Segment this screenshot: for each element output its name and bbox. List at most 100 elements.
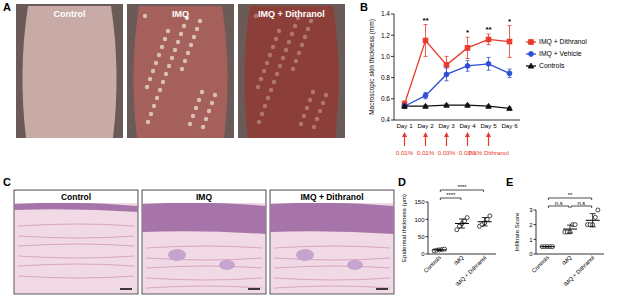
histology-fiber [18, 256, 134, 258]
photo-scale [277, 29, 281, 33]
x-tick-label: Day 1 [396, 122, 413, 129]
histology-fiber [274, 246, 390, 248]
data-point [444, 63, 449, 68]
histology-label-bg [15, 191, 137, 203]
y-tick [391, 98, 394, 99]
photo-scale [305, 106, 309, 110]
photo-scale [146, 120, 150, 124]
photo-scale [154, 61, 158, 65]
comparison-label: ** [568, 192, 573, 198]
photo-scale [274, 37, 278, 41]
figure: ABCDEControlIMQIMQ + DithranolControlIMQ… [0, 0, 617, 297]
data-point [573, 223, 577, 227]
data-point [596, 208, 600, 212]
photo-scale [275, 72, 279, 76]
photo-scale [186, 51, 190, 55]
photo-label: IMQ [172, 9, 189, 19]
error-bar [567, 225, 573, 233]
histology-fiber [146, 266, 262, 268]
photo-scale [167, 64, 171, 68]
histology-bg [142, 190, 266, 294]
panel-label: E [506, 176, 513, 188]
photo-scale [271, 45, 275, 49]
y-tick-label: 1.4 [381, 10, 390, 17]
x-axis [394, 120, 520, 121]
photo-scale [197, 98, 201, 102]
photo-scale [145, 85, 149, 89]
photo-label: Control [54, 9, 86, 19]
scale-bar [248, 288, 260, 290]
data-point [423, 103, 428, 108]
histology-label: IMQ [196, 192, 212, 202]
error-bar [459, 219, 465, 228]
y-tick [426, 254, 429, 255]
photo-scale [143, 14, 147, 18]
panel-label: A [3, 1, 11, 13]
data-point [465, 102, 470, 107]
comparison-bracket [571, 206, 592, 208]
photo-scale [260, 112, 264, 116]
photo-scale [311, 90, 315, 94]
x-tick-label: Day 5 [480, 122, 497, 129]
data-point [488, 214, 492, 218]
photo-scale [155, 96, 159, 100]
photo-scale [148, 77, 152, 81]
legend-label: IMQ + Vehicle [539, 50, 582, 58]
x-tick-label: Day 4 [459, 122, 476, 129]
error-bar [466, 61, 470, 72]
error-bar [466, 37, 470, 58]
photo-scale [170, 56, 174, 60]
photo-scale [256, 85, 260, 89]
photo-scale [195, 27, 199, 31]
y-tick [391, 77, 394, 78]
photo-scale [278, 64, 282, 68]
data-point [507, 71, 512, 76]
series-line [405, 64, 510, 106]
legend-label: IMQ + Dithranol [539, 38, 587, 46]
photo-skin [133, 6, 227, 138]
histology-fiber [146, 278, 262, 280]
dose-arrowhead [402, 132, 407, 137]
error-bar [508, 26, 512, 58]
photo-scale [213, 93, 217, 97]
photo-scale [200, 90, 204, 94]
y-tick-label: 50 [418, 234, 425, 240]
comparison-label: **** [457, 184, 467, 190]
error-bar [424, 25, 428, 57]
histology-follicle [296, 249, 314, 261]
plot-area [432, 214, 492, 253]
photo-scale [321, 101, 325, 105]
data-point [402, 104, 407, 109]
photo-scale [272, 80, 276, 84]
error-bar [487, 57, 491, 70]
photo-scale [266, 96, 270, 100]
error-bar [544, 246, 550, 247]
photo-skin [22, 6, 116, 138]
dose-arrowhead [465, 132, 470, 137]
data-point [423, 93, 428, 98]
photo-scale [163, 37, 167, 41]
photo-scale [263, 104, 267, 108]
error-bar [508, 69, 512, 77]
x-tick-label: IMQ + Dithranol [562, 254, 595, 287]
photo-scale [207, 109, 211, 113]
histology-fiber [146, 246, 262, 248]
y-tick [391, 14, 394, 15]
photo-scale [309, 19, 313, 23]
photo-scale [210, 101, 214, 105]
histology-bg [14, 190, 138, 294]
comparison-bracket [440, 198, 461, 200]
photo-scale [157, 53, 161, 57]
y-tick-label: 0.6 [381, 95, 390, 102]
dose-arrowhead [444, 132, 449, 137]
photo-scale [160, 45, 164, 49]
photo-scale [318, 109, 322, 113]
photo-scale [300, 43, 304, 47]
y-tick-label: 0 [529, 251, 533, 257]
data-point [463, 219, 467, 223]
histology-fiber [274, 278, 390, 280]
photo-scale [188, 122, 192, 126]
error-bar [436, 249, 442, 250]
photo-bg [127, 4, 234, 138]
dose-label: 0.01% [396, 149, 414, 156]
